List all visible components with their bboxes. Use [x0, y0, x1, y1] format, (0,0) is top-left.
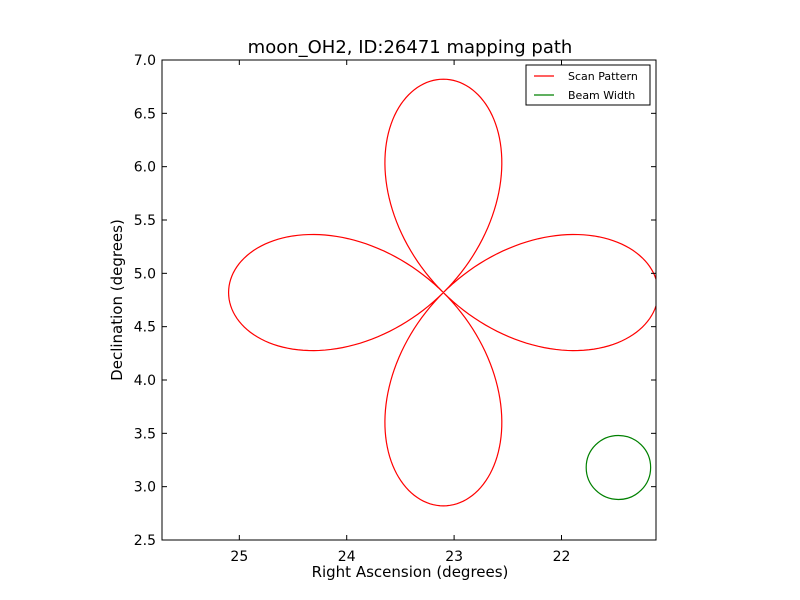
axes-frame: [161, 59, 657, 541]
legend-box: [525, 64, 651, 106]
y-tick-label: 2.5: [134, 533, 156, 549]
y-tick-label: 7.0: [134, 53, 156, 69]
y-tick-label: 4.0: [134, 373, 156, 389]
y-tick-label: 3.5: [134, 426, 156, 442]
x-tick-label: 23: [445, 549, 463, 565]
y-tick-label: 6.5: [134, 106, 156, 122]
y-tick-label: 6.0: [134, 160, 156, 176]
y-tick-label: 3.0: [134, 480, 156, 496]
scan-pattern-line: [227, 78, 656, 507]
beam-width-circle: [585, 434, 652, 501]
legend-label-scan-pattern: Scan Pattern: [568, 70, 638, 83]
y-tick-label: 4.5: [134, 320, 156, 336]
legend-label-beam-width: Beam Width: [568, 89, 635, 102]
x-axis-label: Right Ascension (degrees): [312, 563, 509, 581]
x-tick-label: 25: [230, 549, 248, 565]
legend: Scan Pattern Beam Width: [525, 64, 651, 106]
x-axis: 25 24 23 22: [230, 60, 570, 565]
y-axis-label: Declination (degrees): [108, 219, 126, 381]
chart-title: moon_OH2, ID:26471 mapping path: [248, 37, 573, 58]
y-axis: 2.5 3.0 3.5 4.0 4.5 5.0 5.5 6.0 6.5 7.0: [134, 53, 656, 549]
x-tick-label: 22: [553, 549, 571, 565]
plot-area: [227, 78, 656, 507]
x-tick-label: 24: [338, 549, 356, 565]
y-tick-label: 5.0: [134, 266, 156, 282]
y-tick-label: 5.5: [134, 213, 156, 229]
